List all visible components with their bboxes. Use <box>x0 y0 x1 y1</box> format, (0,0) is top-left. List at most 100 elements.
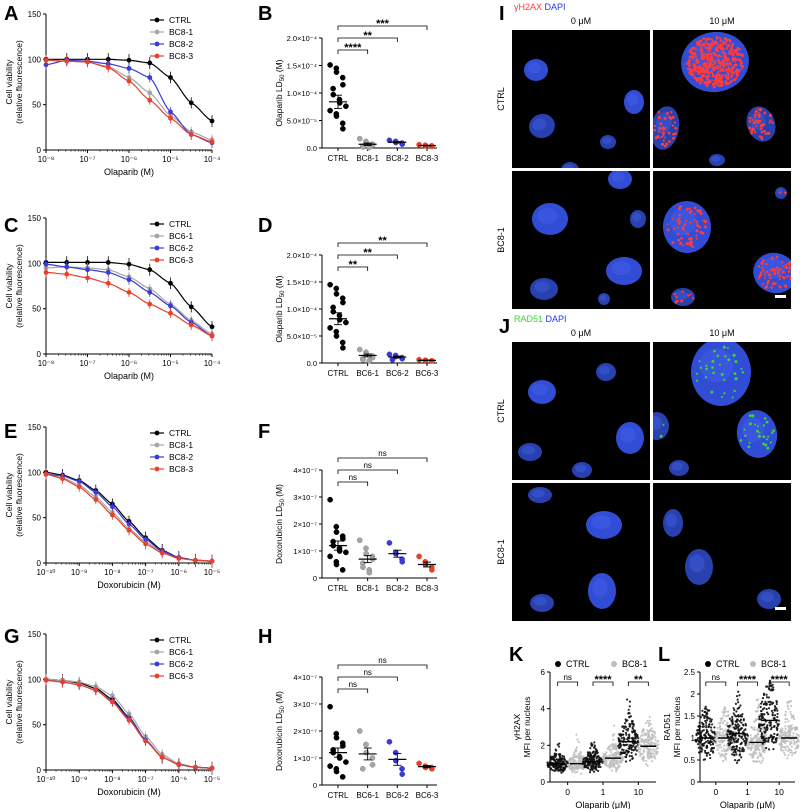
data-point <box>705 726 708 729</box>
focus-dot <box>701 42 704 46</box>
focus-dot <box>772 429 775 432</box>
data-point <box>759 743 762 746</box>
data-point <box>613 752 616 755</box>
focus-dot <box>698 360 701 363</box>
significance-label: ns <box>563 673 571 682</box>
data-point <box>573 763 576 767</box>
data-point <box>607 758 610 761</box>
data-point <box>366 357 373 364</box>
focus-dot <box>784 265 789 270</box>
focus-dot <box>709 48 712 51</box>
data-point <box>595 749 598 753</box>
focus-dot <box>732 58 735 61</box>
dose-label: 10 μM <box>709 328 734 338</box>
data-point <box>126 261 132 267</box>
focus-dot <box>677 217 681 220</box>
data-point <box>642 759 645 762</box>
data-point <box>732 712 735 715</box>
x-tick-label: 10⁻⁴ <box>204 155 221 164</box>
data-point <box>333 734 340 741</box>
focus-dot <box>705 38 708 41</box>
focus-dot <box>673 227 676 230</box>
data-point <box>780 745 783 748</box>
nucleus <box>663 509 683 537</box>
data-point <box>704 719 707 723</box>
data-point <box>551 768 554 772</box>
focus-dot <box>754 423 757 426</box>
data-point <box>741 713 744 716</box>
data-point <box>740 721 743 724</box>
x-axis-label: Olaparib (M) <box>104 167 154 177</box>
data-point <box>646 719 649 723</box>
nucleus <box>616 422 644 454</box>
data-point <box>784 710 788 713</box>
data-point <box>386 738 393 745</box>
focus-dot <box>711 359 715 363</box>
data-point <box>624 731 628 734</box>
data-point <box>770 709 774 712</box>
data-point <box>743 729 746 732</box>
focus-dot <box>788 266 791 270</box>
data-point <box>622 730 625 733</box>
data-point <box>147 289 153 295</box>
data-point <box>416 553 422 560</box>
x-tick-label: CTRL <box>328 584 349 593</box>
focus-dot <box>757 434 761 438</box>
focus-dot <box>741 371 745 374</box>
focus-dot <box>693 212 696 215</box>
data-point <box>624 725 627 728</box>
data-point <box>569 767 572 770</box>
data-point <box>573 753 576 756</box>
data-point <box>749 746 753 750</box>
data-point <box>787 707 790 711</box>
focus-dot <box>681 226 685 230</box>
focus-dot <box>654 136 658 140</box>
focus-dot <box>657 115 661 120</box>
data-point <box>638 737 642 740</box>
focus-dot <box>748 441 751 444</box>
data-point <box>618 742 621 745</box>
y-tick-label: 0.0 <box>307 359 317 368</box>
focus-dot <box>764 443 768 447</box>
data-point <box>333 333 340 339</box>
data-point <box>590 756 593 759</box>
focus-dot <box>685 62 688 65</box>
focus-dot <box>757 265 761 268</box>
data-point <box>783 730 787 733</box>
focus-dot <box>710 46 713 49</box>
data-point <box>764 740 768 743</box>
data-point <box>576 764 580 768</box>
data-point <box>734 720 737 723</box>
data-point <box>643 750 646 753</box>
data-point <box>768 703 771 706</box>
data-point <box>574 759 577 762</box>
data-point <box>76 479 82 484</box>
nucleus-highlight <box>563 164 574 168</box>
focus-dot <box>653 124 657 128</box>
y-tick-label: 4×10⁻⁷ <box>293 673 317 682</box>
focus-dot <box>781 270 785 274</box>
data-point <box>147 90 153 96</box>
data-point <box>708 725 711 728</box>
data-point <box>339 567 346 573</box>
data-point <box>724 710 727 713</box>
focus-dot <box>719 43 722 46</box>
focus-dot <box>721 84 724 87</box>
data-point <box>577 760 580 764</box>
significance-bracket <box>337 266 369 271</box>
focus-dot <box>708 71 711 75</box>
nucleus-highlight <box>575 464 586 473</box>
data-point <box>776 723 779 726</box>
data-point <box>620 755 624 758</box>
y-axis-label: Olaparib LD50 (M) <box>274 59 286 126</box>
data-point <box>754 745 757 748</box>
data-point <box>711 730 714 734</box>
significance-bracket <box>557 681 579 686</box>
data-point <box>633 746 637 749</box>
data-point <box>708 723 711 726</box>
dose-label: 0 μM <box>571 16 591 26</box>
data-point <box>590 764 593 768</box>
nucleus-highlight <box>672 462 683 471</box>
data-point <box>648 715 651 719</box>
